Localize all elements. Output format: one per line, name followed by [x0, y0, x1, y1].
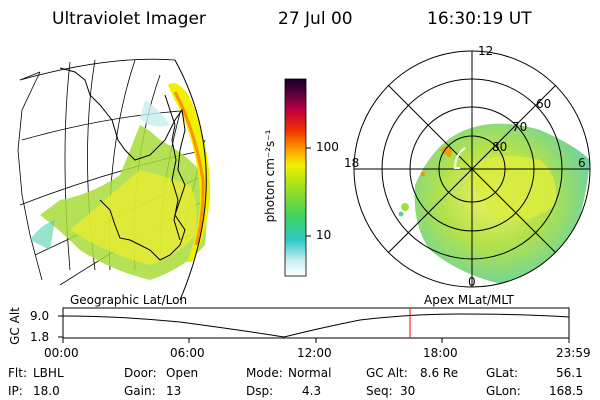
gain-value: 13 [166, 384, 182, 398]
orbit-plot-frame [62, 307, 570, 339]
color-bar-label-100: 100 [316, 140, 339, 154]
glat-label: GLat: [486, 366, 519, 380]
gc-alt-value: 8.6 Re [420, 366, 459, 380]
mode-value: Normal [288, 366, 332, 380]
ip-value: 18.0 [33, 384, 60, 398]
ip-label: IP: [8, 384, 23, 398]
polar-plot [353, 50, 591, 288]
color-bar-unit-label: photon cm⁻²s⁻¹ [263, 129, 277, 223]
orbit-xtick-label-3: 18:00 [423, 346, 458, 360]
coastline-east [164, 94, 181, 241]
door-label: Door: [124, 366, 157, 380]
seq-value: 30 [400, 384, 416, 398]
dsp-value: 4.3 [302, 384, 322, 398]
dsp-label: Dsp: [246, 384, 274, 398]
apex-label: Apex MLat/MLT [424, 293, 514, 307]
orbit-xtick-label-0: 00:00 [44, 346, 79, 360]
polar-diagonal-2 [387, 84, 557, 254]
horizon-line [174, 59, 207, 301]
color-bar-gradient [284, 78, 307, 277]
lat-label-60: 60 [536, 97, 552, 111]
mlt-label-18: 18 [344, 156, 360, 170]
mlt-label-0: 0 [468, 275, 476, 289]
altitude-curve [62, 313, 570, 338]
auroral-oval-core [470, 156, 556, 221]
seq-label: Seq: [366, 384, 393, 398]
emission-spot-3 [421, 172, 425, 176]
gain-label: Gain: [124, 384, 156, 398]
limb-arc-peak [173, 91, 205, 246]
emission-faint [140, 100, 170, 127]
emission-spot-4 [440, 146, 452, 158]
orbit-xtick-label-1: 06:00 [170, 346, 205, 360]
color-bar [284, 78, 311, 277]
geographic-label: Geographic Lat/Lon [70, 293, 188, 307]
observation-date: 27 Jul 00 [278, 9, 353, 29]
glon-value: 168.5 [549, 384, 584, 398]
emission-edge [30, 220, 55, 250]
orbit-ytick-label-top: 9.0 [30, 309, 50, 323]
door-value: Open [166, 366, 199, 380]
mlt-label-6: 6 [578, 156, 586, 170]
orbit-ylabel: GC Alt [8, 307, 22, 345]
instrument-title: Ultraviolet Imager [52, 9, 206, 29]
orbit-xtick-label-4: 23:59 [556, 346, 591, 360]
emission-spot-2 [398, 211, 404, 217]
limb-arc [168, 83, 211, 263]
filter-value: LBHL [33, 366, 64, 380]
mlt-label-12: 12 [478, 44, 494, 58]
orbit-xtick-label-2: 12:00 [297, 346, 332, 360]
geographic-map [17, 58, 211, 301]
orbit-plot [58, 307, 570, 343]
color-bar-label-10: 10 [316, 228, 332, 242]
observation-time: 16:30:19 UT [427, 9, 532, 29]
coastline [59, 67, 186, 261]
glat-value: 56.1 [556, 366, 583, 380]
filter-label: Flt: [8, 366, 27, 380]
polar-cap-edge [453, 147, 466, 169]
lat-label-70: 70 [512, 120, 528, 134]
glon-label: GLon: [486, 384, 521, 398]
mode-label: Mode: [246, 366, 283, 380]
emission-core [70, 170, 197, 265]
lat-label-80: 80 [492, 140, 508, 154]
orbit-ytick-label-bottom: 1.8 [30, 330, 50, 344]
emission-spot-1 [401, 203, 409, 211]
gc-alt-label: GC Alt: [366, 366, 408, 380]
